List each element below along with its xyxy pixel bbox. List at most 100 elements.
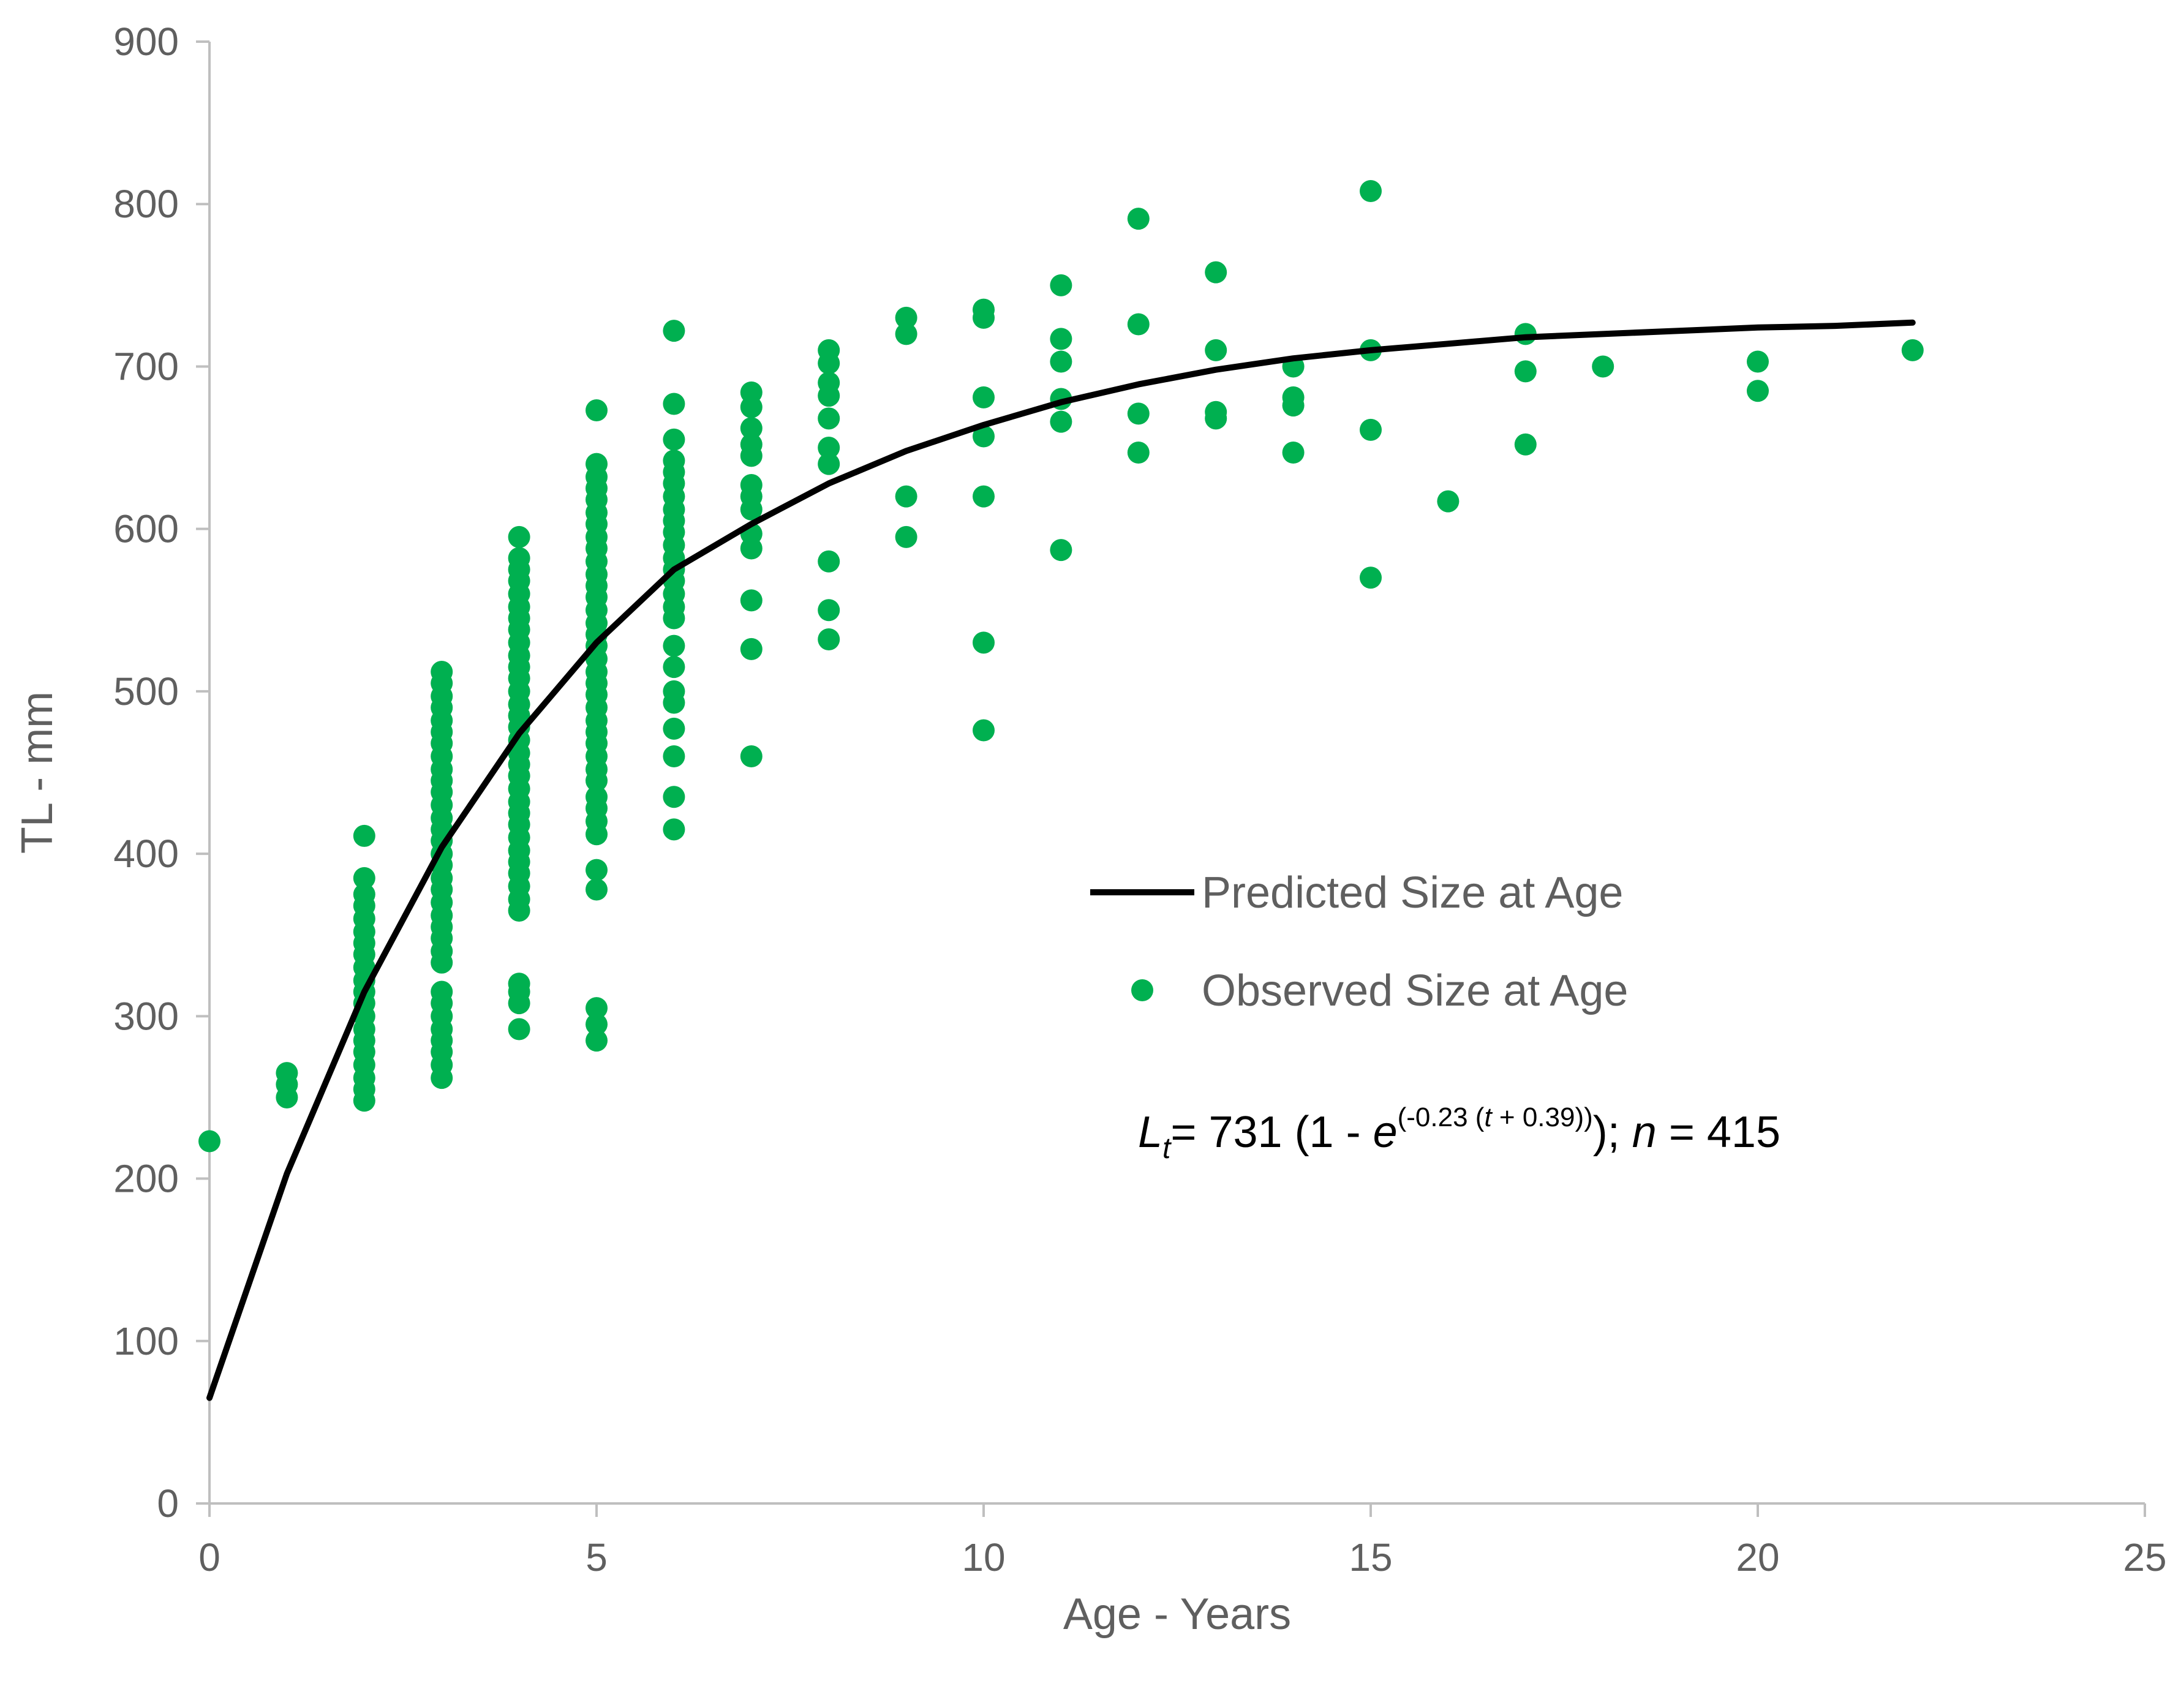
observed-point: [353, 867, 375, 889]
observed-point: [1282, 442, 1305, 464]
observed-point: [973, 386, 995, 408]
observed-point: [663, 680, 685, 702]
x-tick-label: 10: [962, 1535, 1005, 1579]
observed-point: [663, 634, 685, 657]
observed-point: [353, 883, 375, 906]
x-tick-label: 20: [1736, 1535, 1779, 1579]
observed-point: [740, 381, 763, 404]
observed-point: [586, 1029, 608, 1052]
observed-point: [663, 745, 685, 767]
equation-n-var: n: [1632, 1108, 1657, 1157]
observed-point: [818, 437, 840, 459]
observed-point: [663, 450, 685, 472]
observed-point: [1205, 401, 1227, 423]
observed-point: [586, 859, 608, 881]
model-equation: Lt= 731 (1 - e(-0.23 (t + 0.39))); n = 4…: [1138, 1102, 1780, 1165]
observed-point: [1205, 261, 1227, 284]
observed-point: [198, 1130, 220, 1153]
x-ticks: 0 5 10 15 20 25: [198, 1503, 2167, 1579]
observed-point: [508, 525, 530, 548]
observed-point: [818, 339, 840, 361]
observed-point: [1205, 339, 1227, 361]
observed-point: [740, 745, 763, 767]
observed-point: [818, 407, 840, 430]
observed-point: [431, 980, 453, 1003]
observed-point: [1592, 355, 1614, 378]
observed-point: [973, 425, 995, 448]
equation-exponent-a: (-0.23 (: [1398, 1102, 1485, 1132]
observed-point: [973, 485, 995, 508]
y-axis-title: TL - mm: [13, 691, 62, 854]
equation-exponent-t: t: [1484, 1102, 1493, 1132]
observed-point: [586, 399, 608, 422]
observed-point: [1514, 433, 1537, 456]
y-tick-label: 500: [113, 669, 179, 713]
observed-point: [818, 628, 840, 651]
y-tick-label: 100: [113, 1319, 179, 1363]
observed-point: [1360, 566, 1382, 589]
observed-point: [1437, 490, 1460, 513]
equation-lhs-var: L: [1138, 1108, 1162, 1157]
observed-point: [1747, 380, 1769, 402]
equation-n-value: = 415: [1657, 1108, 1780, 1157]
observed-point: [1901, 339, 1924, 361]
observed-point: [353, 824, 375, 847]
x-axis-title: Age - Years: [1063, 1590, 1291, 1639]
observed-point: [818, 371, 840, 394]
observed-point: [818, 550, 840, 573]
observed-point: [663, 786, 685, 808]
observed-point: [1360, 418, 1382, 441]
observed-point: [586, 878, 608, 901]
observed-point: [586, 786, 608, 808]
y-ticks: 0 100 200 300 400 500 600 700 800 900: [113, 20, 209, 1526]
observed-point: [508, 547, 530, 570]
observed-point: [663, 428, 685, 451]
y-tick-label: 0: [157, 1481, 179, 1526]
observed-point: [1050, 328, 1072, 350]
observed-point: [276, 1062, 298, 1085]
observed-point: [895, 323, 917, 345]
observed-point: [973, 298, 995, 321]
observed-point: [663, 393, 685, 415]
observed-point: [973, 631, 995, 654]
equation-base: e: [1373, 1108, 1398, 1157]
y-tick-label: 300: [113, 994, 179, 1038]
observed-point: [508, 973, 530, 995]
observed-point: [895, 485, 917, 508]
observed-point: [1127, 313, 1150, 336]
x-tick-label: 25: [2123, 1535, 2166, 1579]
observed-point: [1514, 360, 1537, 383]
observed-point: [1050, 410, 1072, 433]
y-tick-label: 200: [113, 1157, 179, 1201]
observed-point: [663, 818, 685, 841]
observed-point: [895, 525, 917, 548]
observed-point: [1050, 539, 1072, 562]
equation-exponent-b: + 0.39)): [1492, 1102, 1593, 1132]
observed-point: [586, 1013, 608, 1036]
equation-mid: = 731 (1 -: [1170, 1108, 1373, 1157]
observed-point: [663, 320, 685, 342]
observed-point: [818, 453, 840, 475]
x-tick-label: 5: [586, 1535, 608, 1579]
observed-point: [1050, 274, 1072, 296]
observed-point: [1127, 402, 1150, 425]
x-tick-label: 0: [198, 1535, 220, 1579]
observed-point: [431, 661, 453, 683]
observed-point: [1050, 350, 1072, 373]
legend: Predicted Size at Age Observed Size at A…: [1090, 868, 1628, 1015]
observed-point: [740, 638, 763, 660]
observed-point: [895, 306, 917, 329]
observed-point: [508, 1018, 530, 1040]
legend-predicted-label: Predicted Size at Age: [1202, 868, 1623, 917]
observed-point: [740, 474, 763, 497]
observed-point: [1747, 350, 1769, 373]
y-tick-label: 800: [113, 182, 179, 226]
y-tick-label: 400: [113, 832, 179, 876]
observed-point: [818, 599, 840, 622]
observed-point: [1360, 180, 1382, 203]
x-tick-label: 15: [1349, 1535, 1392, 1579]
observed-point: [586, 997, 608, 1020]
observed-point: [663, 717, 685, 740]
equation-tail: );: [1593, 1108, 1632, 1157]
